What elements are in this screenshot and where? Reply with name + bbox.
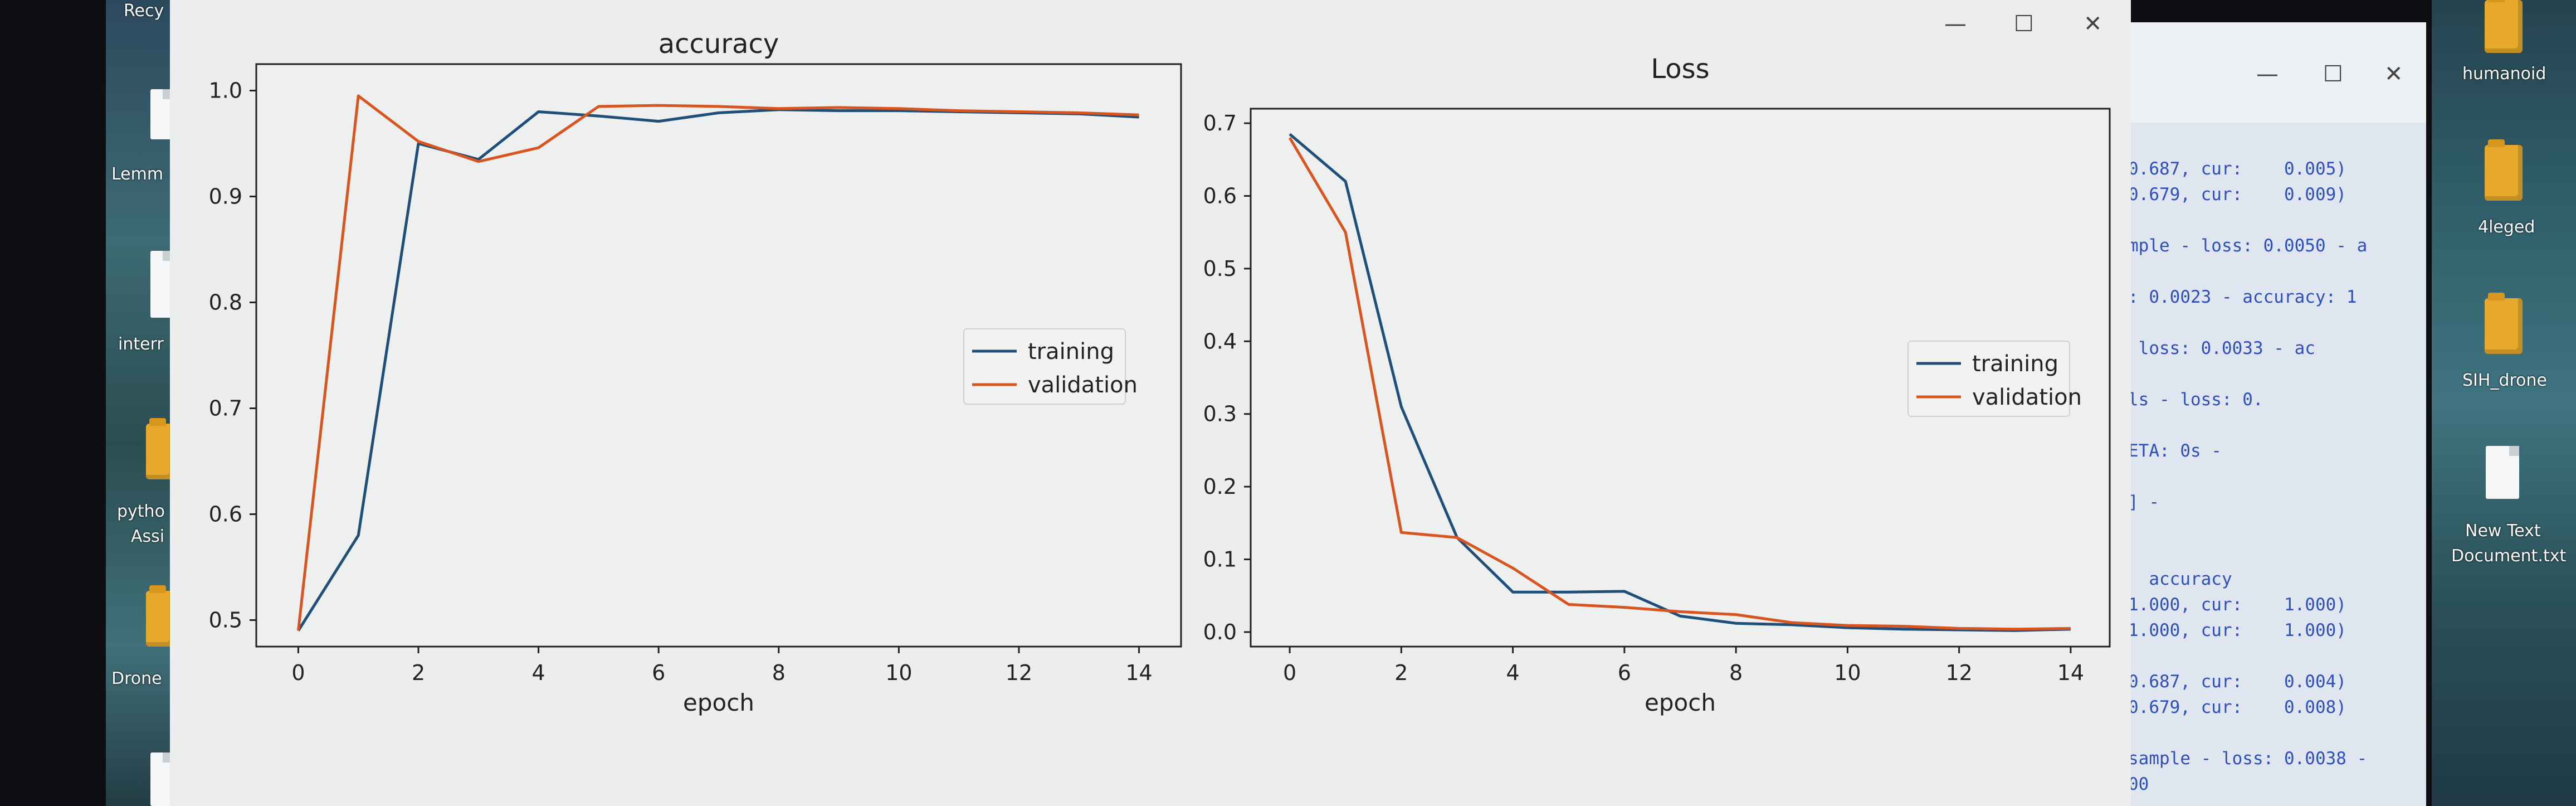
desktop-label-recycle[interactable]: Recy (124, 1, 164, 21)
terminal-line: ETA: 0s - (2128, 441, 2222, 461)
terminal-line (2128, 310, 2429, 336)
y-tick-label: 0.5 (1203, 256, 1237, 281)
terminal-line: 0.679, cur: 0.008) (2128, 697, 2346, 717)
x-tick-label: 12 (1945, 661, 1972, 685)
x-tick-label: 4 (532, 661, 545, 685)
terminal-line: 0.687, cur: 0.004) (2128, 672, 2346, 692)
x-tick-label: 2 (1394, 661, 1408, 685)
terminal-line: 1.000, cur: 1.000) (2128, 620, 2346, 640)
y-tick-label: 0.0 (1203, 620, 1237, 644)
x-tick-label: 10 (1834, 661, 1861, 685)
plot-window-title-bar[interactable]: — ☐ ✕ (170, 0, 2131, 45)
folder-icon[interactable] (2485, 139, 2523, 201)
terminal-title-bar[interactable]: — ☐ ✕ (2117, 22, 2426, 123)
y-tick-label: 1.0 (209, 79, 242, 103)
y-tick-label: 0.2 (1203, 474, 1237, 499)
y-tick-label: 0.3 (1203, 402, 1237, 426)
legend-label: validation (1972, 385, 2082, 410)
x-tick-label: 6 (1618, 661, 1631, 685)
terminal-line: mple - loss: 0.0050 - a (2128, 236, 2368, 256)
minimize-button[interactable]: — (1944, 11, 1967, 37)
y-tick-label: 0.6 (1203, 183, 1237, 208)
desktop-label-drone[interactable]: Drone (111, 669, 162, 688)
folder-icon[interactable] (146, 585, 174, 647)
terminal-minimize-button[interactable]: — (2256, 61, 2279, 87)
terminal-line (2128, 643, 2429, 669)
x-tick-label: 2 (412, 661, 425, 685)
terminal-line (2128, 720, 2429, 746)
desktop-label-lemm[interactable]: Lemm (111, 164, 164, 184)
chart-title: Loss (1651, 54, 1709, 85)
terminal-line: ] - (2128, 492, 2159, 512)
terminal-line: 0.679, cur: 0.009) (2128, 184, 2346, 205)
chart-title: accuracy (658, 28, 779, 60)
x-tick-label: 14 (1125, 661, 1152, 685)
desktop-wallpaper-right (2432, 0, 2576, 806)
terminal-line: 1.000, cur: 1.000) (2128, 595, 2346, 615)
x-tick-label: 4 (1506, 661, 1520, 685)
legend-label: training (1028, 339, 1114, 365)
x-tick-label: 10 (885, 661, 912, 685)
desktop-label-interr[interactable]: interr (118, 334, 164, 354)
folder-icon[interactable] (2485, 0, 2523, 53)
x-tick-label: 8 (772, 661, 786, 685)
x-tick-label: 8 (1729, 661, 1743, 685)
y-tick-label: 0.1 (1203, 547, 1237, 572)
folder-icon[interactable] (2485, 293, 2523, 354)
y-tick-label: 0.9 (209, 184, 242, 209)
y-tick-label: 0.8 (209, 290, 242, 315)
y-tick-label: 0.7 (209, 396, 242, 421)
x-axis-label: epoch (683, 689, 754, 716)
series-line-training (1289, 133, 2071, 632)
terminal-close-button[interactable]: ✕ (2384, 61, 2403, 87)
y-tick-label: 0.5 (209, 608, 242, 633)
file-icon[interactable] (150, 89, 173, 139)
y-tick-label: 0.6 (209, 502, 242, 527)
terminal-line (2128, 259, 2429, 284)
terminal-maximize-button[interactable]: ☐ (2323, 61, 2343, 87)
terminal-line: 0.687, cur: 0.005) (2128, 159, 2346, 179)
terminal-line: sample - loss: 0.0038 - (2128, 749, 2368, 769)
terminal-output: 0.687, cur: 0.005) 0.679, cur: 0.009) mple… (2128, 156, 2429, 797)
terminal-line: : 0.0023 - accuracy: 1 (2128, 287, 2357, 307)
terminal-line: loss: 0.0033 - ac (2128, 338, 2315, 358)
text-file-icon[interactable] (2486, 446, 2519, 499)
desktop-label-pytho[interactable]: pytho (117, 502, 165, 521)
file-icon[interactable] (150, 752, 173, 806)
desktop-label-sih-drone[interactable]: SIH_drone (2462, 371, 2547, 390)
desktop-label-4leged[interactable]: 4leged (2478, 217, 2535, 237)
terminal-window[interactable]: — ☐ ✕ 0.687, cur: 0.005) 0.679, cur: 0.00… (2117, 22, 2426, 806)
desktop-label-assi[interactable]: Assi (131, 527, 165, 546)
x-axis-label: epoch (1645, 689, 1716, 716)
x-tick-label: 0 (1283, 661, 1296, 685)
y-tick-label: 0.7 (1203, 111, 1237, 135)
desktop-label-document-txt[interactable]: Document.txt (2451, 546, 2567, 566)
terminal-line (2128, 361, 2429, 387)
terminal-line: accuracy (2128, 569, 2232, 589)
x-tick-label: 6 (652, 661, 665, 685)
plot-window[interactable]: — ☐ ✕ accuracy 0 2 4 6 8 10 12 14 0.5 0.6 0.7 0.8 0.9… (170, 0, 2131, 806)
legend-label: validation (1028, 372, 1138, 398)
terminal-line: ls - loss: 0. (2128, 390, 2263, 410)
terminal-line: 00 (2128, 774, 2149, 794)
x-tick-label: 12 (1006, 661, 1032, 685)
terminal-line (2128, 412, 2429, 438)
y-tick-label: 0.4 (1203, 329, 1237, 353)
terminal-line (2128, 464, 2429, 489)
figure-canvas: accuracy 0 2 4 6 8 10 12 14 0.5 0.6 0.7 0.8 0.9 1.0 epo… (209, 28, 2111, 716)
terminal-line (2128, 541, 2429, 566)
desktop-label-humanoid[interactable]: humanoid (2462, 64, 2546, 84)
series-line-validation (1288, 137, 2071, 631)
terminal-line (2128, 515, 2429, 541)
series-line-validation (296, 94, 1139, 631)
folder-icon[interactable] (146, 418, 174, 479)
maximize-button[interactable]: ☐ (2014, 11, 2034, 37)
x-tick-label: 0 (291, 661, 305, 685)
x-tick-label: 14 (2057, 661, 2084, 685)
desktop-label-new-text[interactable]: New Text (2465, 521, 2541, 541)
legend-label: training (1972, 351, 2058, 377)
file-icon[interactable] (150, 251, 173, 318)
terminal-line (2128, 207, 2429, 233)
close-button[interactable]: ✕ (2084, 11, 2102, 37)
